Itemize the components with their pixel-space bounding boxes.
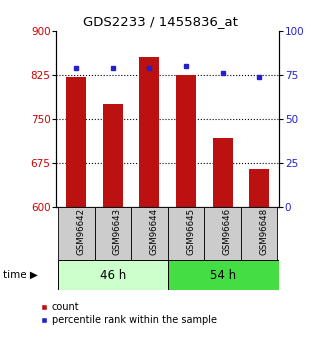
- Bar: [66, 77, 86, 207]
- Bar: [168, 207, 204, 260]
- Text: 46 h: 46 h: [100, 269, 126, 282]
- Text: 54 h: 54 h: [210, 269, 236, 282]
- Bar: [103, 104, 123, 207]
- Text: GSM96648: GSM96648: [259, 207, 268, 255]
- Bar: [168, 260, 279, 290]
- Text: GSM96643: GSM96643: [113, 207, 122, 255]
- Bar: [204, 207, 241, 260]
- Text: GDS2233 / 1455836_at: GDS2233 / 1455836_at: [83, 16, 238, 29]
- Text: GSM96642: GSM96642: [76, 207, 85, 255]
- Bar: [249, 169, 269, 207]
- Bar: [213, 138, 233, 207]
- Legend: count, percentile rank within the sample: count, percentile rank within the sample: [37, 298, 221, 329]
- Text: GSM96644: GSM96644: [150, 207, 159, 255]
- Text: GSM96646: GSM96646: [222, 207, 231, 255]
- Bar: [58, 207, 95, 260]
- Text: GSM96645: GSM96645: [186, 207, 195, 255]
- Bar: [139, 57, 160, 207]
- Text: time ▶: time ▶: [3, 270, 38, 280]
- Bar: [131, 207, 168, 260]
- Bar: [58, 260, 168, 290]
- Bar: [95, 207, 131, 260]
- Bar: [176, 75, 196, 207]
- Bar: [241, 207, 277, 260]
